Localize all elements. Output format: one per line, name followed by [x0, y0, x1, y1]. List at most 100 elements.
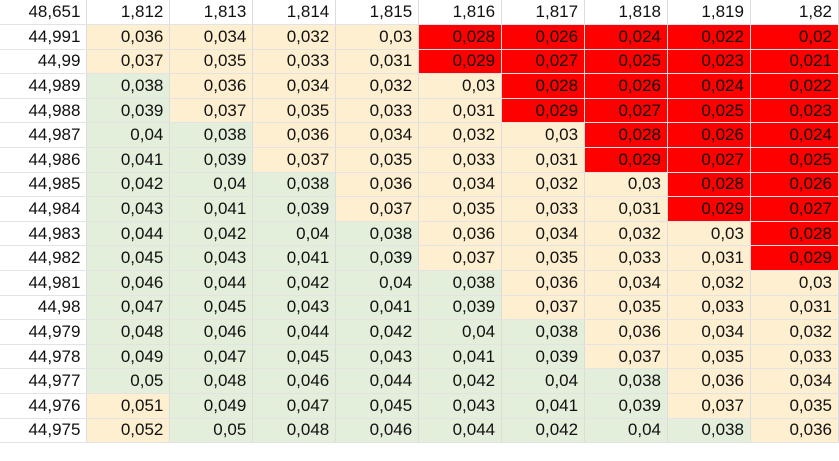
data-cell[interactable]: 0,024 — [667, 73, 751, 99]
data-cell[interactable]: 0,029 — [501, 98, 586, 124]
data-cell[interactable]: 0,037 — [667, 393, 751, 419]
data-cell[interactable]: 0,041 — [169, 196, 254, 222]
data-cell[interactable]: 0,044 — [169, 270, 254, 296]
data-cell[interactable]: 0,037 — [501, 295, 586, 321]
row-label-cell[interactable]: 44,984 — [0, 196, 88, 222]
data-cell[interactable]: 0,034 — [335, 122, 420, 149]
data-cell[interactable]: 0,036 — [418, 221, 503, 247]
data-cell[interactable]: 0,035 — [667, 344, 751, 370]
data-cell[interactable]: 0,032 — [418, 122, 503, 149]
data-cell[interactable]: 0,043 — [86, 196, 171, 222]
data-cell[interactable]: 0,041 — [86, 147, 171, 173]
data-cell[interactable]: 0,026 — [501, 24, 586, 50]
data-cell[interactable]: 0,03 — [335, 24, 420, 50]
data-cell[interactable]: 0,033 — [418, 147, 503, 173]
data-cell[interactable]: 0,027 — [750, 196, 839, 222]
data-cell[interactable]: 0,041 — [418, 344, 503, 370]
data-cell[interactable]: 0,023 — [667, 49, 751, 75]
data-cell[interactable]: 0,034 — [750, 368, 839, 394]
data-cell[interactable]: 0,022 — [750, 73, 839, 99]
data-cell[interactable]: 0,031 — [418, 98, 503, 124]
data-cell[interactable]: 0,031 — [584, 196, 669, 222]
data-cell[interactable]: 0,034 — [584, 270, 669, 296]
data-cell[interactable]: 0,044 — [86, 221, 171, 247]
data-cell[interactable]: 0,042 — [169, 221, 254, 247]
data-cell[interactable]: 0,038 — [252, 172, 337, 198]
column-header-cell[interactable]: 1,812 — [86, 0, 171, 26]
column-header-cell[interactable]: 1,816 — [418, 0, 503, 26]
data-cell[interactable]: 0,035 — [169, 49, 254, 75]
row-label-cell[interactable]: 44,989 — [0, 73, 88, 99]
data-cell[interactable]: 0,027 — [667, 147, 751, 173]
data-cell[interactable]: 0,048 — [86, 319, 171, 345]
data-cell[interactable]: 0,039 — [86, 98, 171, 124]
data-cell[interactable]: 0,031 — [750, 295, 839, 321]
data-cell[interactable]: 0,036 — [501, 270, 586, 296]
column-header-cell[interactable]: 1,817 — [501, 0, 586, 26]
data-cell[interactable]: 0,04 — [169, 172, 254, 198]
data-cell[interactable]: 0,038 — [667, 418, 751, 444]
data-cell[interactable]: 0,035 — [252, 98, 337, 124]
data-cell[interactable]: 0,025 — [750, 147, 839, 173]
data-cell[interactable]: 0,041 — [501, 393, 586, 419]
data-cell[interactable]: 0,029 — [584, 147, 669, 173]
data-cell[interactable]: 0,036 — [252, 122, 337, 149]
data-cell[interactable]: 0,028 — [667, 172, 751, 198]
data-cell[interactable]: 0,04 — [418, 319, 503, 345]
data-cell[interactable]: 0,047 — [86, 295, 171, 321]
data-cell[interactable]: 0,03 — [667, 221, 751, 247]
data-cell[interactable]: 0,035 — [750, 393, 839, 419]
data-cell[interactable]: 0,044 — [335, 368, 420, 394]
data-cell[interactable]: 0,039 — [252, 196, 337, 222]
data-cell[interactable]: 0,028 — [584, 122, 669, 149]
data-cell[interactable]: 0,029 — [667, 196, 751, 222]
corner-cell[interactable]: 48,651 — [0, 0, 88, 26]
data-cell[interactable]: 0,026 — [667, 122, 751, 149]
data-cell[interactable]: 0,035 — [418, 196, 503, 222]
data-cell[interactable]: 0,038 — [335, 221, 420, 247]
data-cell[interactable]: 0,037 — [86, 49, 171, 75]
data-cell[interactable]: 0,036 — [667, 368, 751, 394]
data-cell[interactable]: 0,043 — [418, 393, 503, 419]
data-cell[interactable]: 0,037 — [418, 245, 503, 272]
data-cell[interactable]: 0,036 — [86, 24, 171, 50]
column-header-cell[interactable]: 1,814 — [252, 0, 337, 26]
data-cell[interactable]: 0,047 — [169, 344, 254, 370]
row-label-cell[interactable]: 44,991 — [0, 24, 88, 50]
data-cell[interactable]: 0,045 — [252, 344, 337, 370]
row-label-cell[interactable]: 44,985 — [0, 172, 88, 198]
row-label-cell[interactable]: 44,986 — [0, 147, 88, 173]
data-cell[interactable]: 0,034 — [169, 24, 254, 50]
data-cell[interactable]: 0,034 — [667, 319, 751, 345]
data-cell[interactable]: 0,04 — [584, 418, 669, 444]
row-label-cell[interactable]: 44,98 — [0, 295, 88, 321]
data-cell[interactable]: 0,046 — [335, 418, 420, 444]
data-cell[interactable]: 0,025 — [584, 49, 669, 75]
data-cell[interactable]: 0,05 — [169, 418, 254, 444]
data-cell[interactable]: 0,032 — [501, 172, 586, 198]
data-cell[interactable]: 0,023 — [750, 98, 839, 124]
data-cell[interactable]: 0,03 — [750, 270, 839, 296]
data-cell[interactable]: 0,046 — [169, 319, 254, 345]
data-cell[interactable]: 0,045 — [335, 393, 420, 419]
data-cell[interactable]: 0,049 — [169, 393, 254, 419]
data-cell[interactable]: 0,035 — [501, 245, 586, 272]
data-cell[interactable]: 0,026 — [750, 172, 839, 198]
data-cell[interactable]: 0,029 — [750, 245, 839, 272]
data-cell[interactable]: 0,048 — [169, 368, 254, 394]
data-cell[interactable]: 0,042 — [501, 418, 586, 444]
data-cell[interactable]: 0,04 — [501, 368, 586, 394]
data-cell[interactable]: 0,044 — [418, 418, 503, 444]
data-cell[interactable]: 0,022 — [667, 24, 751, 50]
data-cell[interactable]: 0,038 — [169, 122, 254, 149]
data-cell[interactable]: 0,042 — [252, 270, 337, 296]
data-cell[interactable]: 0,04 — [252, 221, 337, 247]
data-cell[interactable]: 0,039 — [418, 295, 503, 321]
data-cell[interactable]: 0,03 — [501, 122, 586, 149]
data-cell[interactable]: 0,028 — [750, 221, 839, 247]
row-label-cell[interactable]: 44,975 — [0, 418, 88, 444]
data-cell[interactable]: 0,042 — [86, 172, 171, 198]
data-cell[interactable]: 0,037 — [252, 147, 337, 173]
data-cell[interactable]: 0,051 — [86, 393, 171, 419]
data-cell[interactable]: 0,035 — [335, 147, 420, 173]
